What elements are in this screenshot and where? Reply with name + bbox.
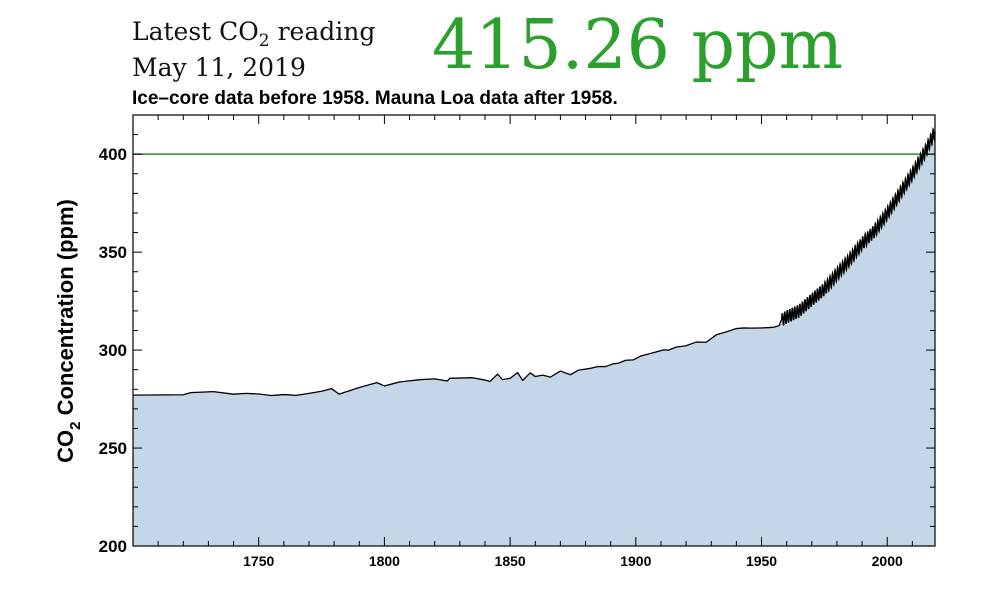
reading-label: Latest CO2 reading (132, 16, 376, 50)
x-tick-label: 1850 (495, 553, 526, 569)
x-tick-label: 1900 (620, 553, 651, 569)
reading-label-suffix: reading (269, 17, 376, 46)
y-tick-label: 400 (99, 145, 127, 164)
watermark: 海邦也 Hinabian (425, 285, 481, 321)
y-tick-label: 350 (99, 243, 127, 262)
line-layer (132, 126, 936, 397)
y-tick-label: 300 (99, 341, 127, 360)
y-axis-label-text: CO (53, 430, 78, 463)
y-axis-label: CO2 Concentration (ppm) (53, 199, 84, 463)
watermark-text: 海邦也 (425, 285, 476, 305)
chart-subtitle: Ice–core data before 1958. Mauna Loa dat… (132, 88, 618, 109)
series-ice-core (132, 319, 783, 397)
ticks-layer (133, 115, 935, 547)
x-tick-label: 2000 (872, 553, 903, 569)
reading-label-text: Latest CO (132, 17, 259, 46)
watermark-subtext: Hinabian (432, 308, 481, 321)
tick-labels: 1750 1800 1850 1900 1950 2000 200 250 300 350 400 (99, 145, 903, 569)
y-axis-label-subscript: 2 (67, 422, 84, 430)
x-tick-label: 1800 (369, 553, 400, 569)
reading-date: May 11, 2019 (132, 53, 306, 82)
y-tick-label: 250 (99, 439, 127, 458)
x-tick-label: 1950 (746, 553, 777, 569)
y-axis-label-suffix: Concentration (ppm) (53, 199, 78, 421)
series-mauna-loa (780, 126, 936, 326)
x-tick-label: 1750 (243, 553, 274, 569)
reading-value: 415.26 ppm (432, 6, 844, 85)
y-tick-label: 200 (99, 537, 127, 556)
reading-label-subscript: 2 (258, 31, 270, 51)
area-layer (133, 129, 935, 546)
area-fill (133, 129, 935, 546)
